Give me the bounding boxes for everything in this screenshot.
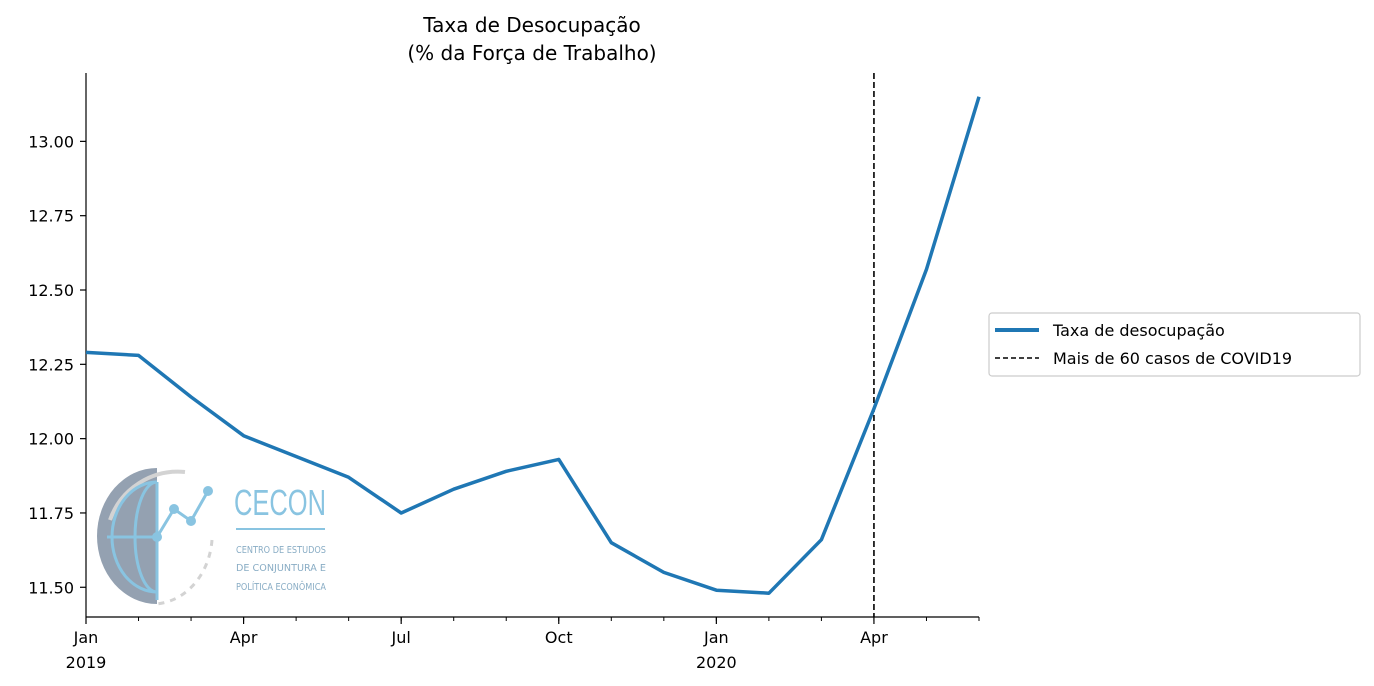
data-point xyxy=(924,267,928,271)
data-point xyxy=(819,538,823,542)
data-point xyxy=(662,570,666,574)
y-tick-label: 11.75 xyxy=(28,504,74,523)
data-point xyxy=(294,454,298,458)
data-point xyxy=(714,588,718,592)
data-point xyxy=(189,395,193,399)
logo-dot xyxy=(152,532,162,542)
logo-text-line-3: POLÍTICA ECONÔMICA xyxy=(236,580,326,593)
x-tick-label: Jan xyxy=(73,628,99,647)
y-tick-label: 12.50 xyxy=(28,281,74,300)
y-tick-label: 12.00 xyxy=(28,430,74,449)
x-tick-year-label: 2019 xyxy=(66,653,107,672)
y-axis: 11.50 11.75 12.00 12.25 12.50 12.75 13.00 xyxy=(28,132,86,597)
logo-dot xyxy=(169,504,179,514)
logo-dot xyxy=(203,486,213,496)
logo-arc-outline xyxy=(108,469,186,521)
data-point xyxy=(609,541,613,545)
data-point xyxy=(399,511,403,515)
logo-wordmark: CECON xyxy=(234,482,326,523)
y-tick-label: 12.25 xyxy=(28,355,74,374)
legend-label-series: Taxa de desocupação xyxy=(1052,321,1225,340)
chart-title-line-1: Taxa de Desocupação xyxy=(422,13,640,37)
y-tick-label: 13.00 xyxy=(28,132,74,151)
data-point xyxy=(557,457,561,461)
x-tick-year-label: 2020 xyxy=(696,653,737,672)
data-point xyxy=(767,591,771,595)
data-point xyxy=(872,407,876,411)
logo-text-line-1: CENTRO DE ESTUDOS xyxy=(236,545,326,556)
series-line-unemployment xyxy=(85,96,981,595)
chart-title-line-2: (% da Força de Trabalho) xyxy=(407,41,656,65)
legend-label-reference: Mais de 60 casos de COVID19 xyxy=(1053,349,1292,368)
x-tick-label: Apr xyxy=(230,628,258,647)
x-tick-label: Apr xyxy=(860,628,888,647)
y-tick-label: 11.50 xyxy=(28,578,74,597)
x-tick-label: Oct xyxy=(545,628,573,647)
x-tick-label: Jul xyxy=(391,628,411,647)
logo-trend-line xyxy=(155,490,210,538)
legend: Taxa de desocupação Mais de 60 casos de … xyxy=(988,312,1361,377)
logo-dot xyxy=(186,516,196,526)
y-tick-label: 12.75 xyxy=(28,207,74,226)
data-point xyxy=(504,469,508,473)
cecon-logo-watermark: CECON CENTRO DE ESTUDOS DE CONJUNTURA E … xyxy=(97,468,326,606)
data-point xyxy=(137,353,141,357)
series-group xyxy=(84,95,981,595)
data-point xyxy=(452,487,456,491)
data-point xyxy=(347,475,351,479)
logo-text-line-2: DE CONJUNTURA E xyxy=(236,563,326,574)
logo-arc-dash xyxy=(154,539,214,606)
data-point xyxy=(84,350,88,354)
legend-box xyxy=(988,312,1361,377)
x-tick-label: Jan xyxy=(703,628,729,647)
data-point xyxy=(977,95,981,99)
x-axis: Jan 2019 Apr Jul Oct Jan 2020 Apr xyxy=(66,617,980,672)
data-point xyxy=(242,434,246,438)
